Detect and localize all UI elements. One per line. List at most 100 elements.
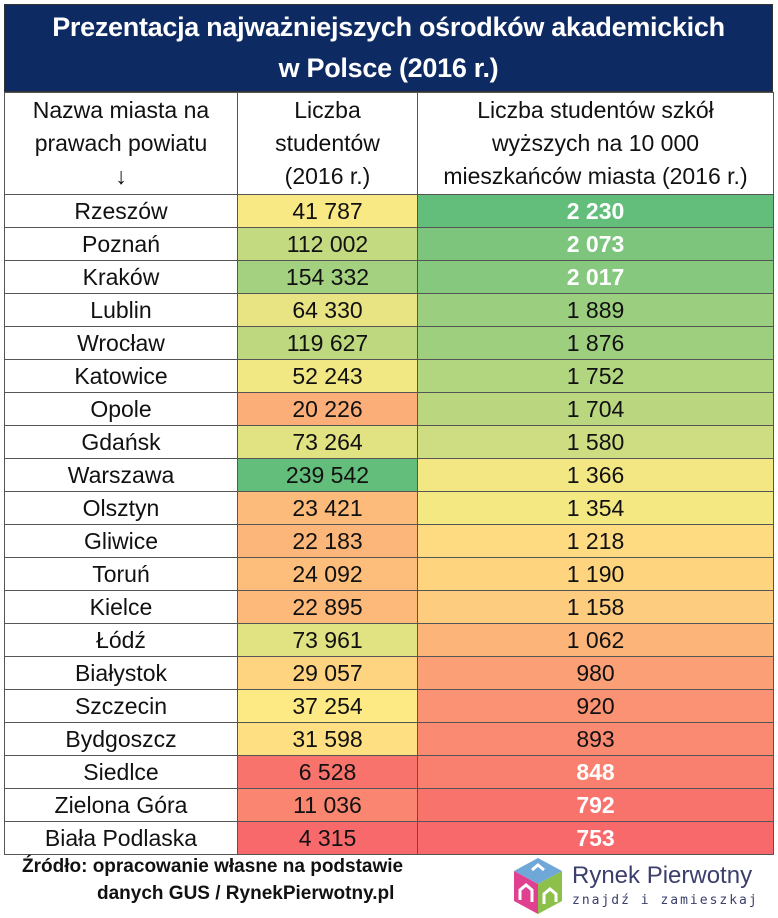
students-per-10k: 1 889	[417, 293, 774, 327]
rynek-pierwotny-logo: Rynek Pierwotny znajdź i zamieszkaj	[512, 856, 762, 916]
students-count: 52 243	[237, 359, 418, 393]
city-name: Toruń	[4, 557, 238, 591]
header-students: Liczba studentów (2016 r.)	[237, 92, 418, 195]
table-row: Bydgoszcz 31 598 893	[4, 722, 774, 756]
table-row: Olsztyn 23 421 1 354	[4, 491, 774, 525]
students-per-10k: 792	[417, 788, 774, 822]
city-name: Zielona Góra	[4, 788, 238, 822]
table-row: Szczecin 37 254 920	[4, 689, 774, 723]
city-name: Olsztyn	[4, 491, 238, 525]
city-name: Łódź	[4, 623, 238, 657]
table-row: Opole 20 226 1 704	[4, 392, 774, 426]
city-name: Białystok	[4, 656, 238, 690]
table-row: Toruń 24 092 1 190	[4, 557, 774, 591]
students-count: 20 226	[237, 392, 418, 426]
table-row: Warszawa 239 542 1 366	[4, 458, 774, 492]
table-row: Katowice 52 243 1 752	[4, 359, 774, 393]
city-name: Siedlce	[4, 755, 238, 789]
table-row: Poznań 112 002 2 073	[4, 227, 774, 261]
header-per10k-line: wyższych na 10 000	[491, 130, 700, 156]
house-cube-icon	[514, 858, 562, 914]
header-per10k-line: mieszkańców miasta (2016 r.)	[443, 163, 748, 189]
students-per-10k: 893	[417, 722, 774, 756]
header-city-line: Nazwa miasta na	[32, 97, 210, 123]
students-count: 11 036	[237, 788, 418, 822]
students-per-10k: 2 017	[417, 260, 774, 294]
title-line-2: w Polsce (2016 r.)	[278, 53, 499, 83]
students-count: 4 315	[237, 821, 418, 855]
table-row: Wrocław 119 627 1 876	[4, 326, 774, 360]
city-name: Gdańsk	[4, 425, 238, 459]
city-name: Wrocław	[4, 326, 238, 360]
table-row: Rzeszów 41 787 2 230	[4, 194, 774, 228]
city-name: Kraków	[4, 260, 238, 294]
table-row: Zielona Góra 11 036 792	[4, 788, 774, 822]
logo-name: Rynek Pierwotny	[572, 862, 753, 889]
students-per-10k: 2 073	[417, 227, 774, 261]
logo-tagline: znajdź i zamieszkaj	[572, 893, 759, 908]
students-count: 154 332	[237, 260, 418, 294]
header-row: Nazwa miasta na prawach powiatu ↓ Liczba…	[4, 92, 774, 195]
title-line-1: Prezentacja najważniejszych ośrodków aka…	[52, 12, 725, 42]
header-per10k: Liczba studentów szkół wyższych na 10 00…	[417, 92, 774, 195]
header-students-line: studentów	[275, 130, 380, 156]
students-per-10k: 1 704	[417, 392, 774, 426]
table-row: Kielce 22 895 1 158	[4, 590, 774, 624]
city-name: Poznań	[4, 227, 238, 261]
table-row: Siedlce 6 528 848	[4, 755, 774, 789]
students-per-10k: 2 230	[417, 194, 774, 228]
city-name: Opole	[4, 392, 238, 426]
city-name: Bydgoszcz	[4, 722, 238, 756]
city-name: Warszawa	[4, 458, 238, 492]
table-row: Łódź 73 961 1 062	[4, 623, 774, 657]
city-name: Lublin	[4, 293, 238, 327]
students-count: 23 421	[237, 491, 418, 525]
students-count: 37 254	[237, 689, 418, 723]
source-line-1: Źródło: opracowanie własne na podstawie	[22, 856, 404, 877]
header-students-line: Liczba	[294, 97, 361, 123]
city-name: Biała Podlaska	[4, 821, 238, 855]
table-row: Gdańsk 73 264 1 580	[4, 425, 774, 459]
students-per-10k: 1 580	[417, 425, 774, 459]
table-row: Biała Podlaska 4 315 753	[4, 821, 774, 855]
students-per-10k: 920	[417, 689, 774, 723]
students-count: 6 528	[237, 755, 418, 789]
students-count: 73 264	[237, 425, 418, 459]
header-students-line: (2016 r.)	[284, 163, 371, 189]
students-per-10k: 1 876	[417, 326, 774, 360]
table-title: Prezentacja najważniejszych ośrodków aka…	[4, 4, 773, 92]
students-per-10k: 980	[417, 656, 774, 690]
students-per-10k: 1 158	[417, 590, 774, 624]
students-per-10k: 848	[417, 755, 774, 789]
students-count: 22 183	[237, 524, 418, 558]
students-count: 73 961	[237, 623, 418, 657]
students-count: 31 598	[237, 722, 418, 756]
students-per-10k: 1 752	[417, 359, 774, 393]
source-note: Źródło: opracowanie własne na podstawie …	[22, 853, 403, 907]
city-name: Gliwice	[4, 524, 238, 558]
students-per-10k: 1 354	[417, 491, 774, 525]
city-name: Rzeszów	[4, 194, 238, 228]
table-row: Gliwice 22 183 1 218	[4, 524, 774, 558]
table-row: Lublin 64 330 1 889	[4, 293, 774, 327]
students-count: 64 330	[237, 293, 418, 327]
students-per-10k: 753	[417, 821, 774, 855]
source-line-2: danych GUS / RynekPierwotny.pl	[97, 883, 395, 904]
students-per-10k: 1 062	[417, 623, 774, 657]
city-name: Katowice	[4, 359, 238, 393]
header-per10k-line: Liczba studentów szkół	[477, 97, 714, 123]
table-row: Białystok 29 057 980	[4, 656, 774, 690]
academic-centers-table: Nazwa miasta na prawach powiatu ↓ Liczba…	[4, 92, 774, 855]
students-count: 24 092	[237, 557, 418, 591]
sort-down-arrow-icon: ↓	[115, 163, 127, 189]
students-count: 119 627	[237, 326, 418, 360]
students-per-10k: 1 218	[417, 524, 774, 558]
city-name: Kielce	[4, 590, 238, 624]
students-count: 22 895	[237, 590, 418, 624]
students-count: 112 002	[237, 227, 418, 261]
table-row: Kraków 154 332 2 017	[4, 260, 774, 294]
header-city-line: prawach powiatu	[34, 130, 208, 156]
students-per-10k: 1 366	[417, 458, 774, 492]
students-count: 41 787	[237, 194, 418, 228]
header-city: Nazwa miasta na prawach powiatu ↓	[4, 92, 238, 195]
